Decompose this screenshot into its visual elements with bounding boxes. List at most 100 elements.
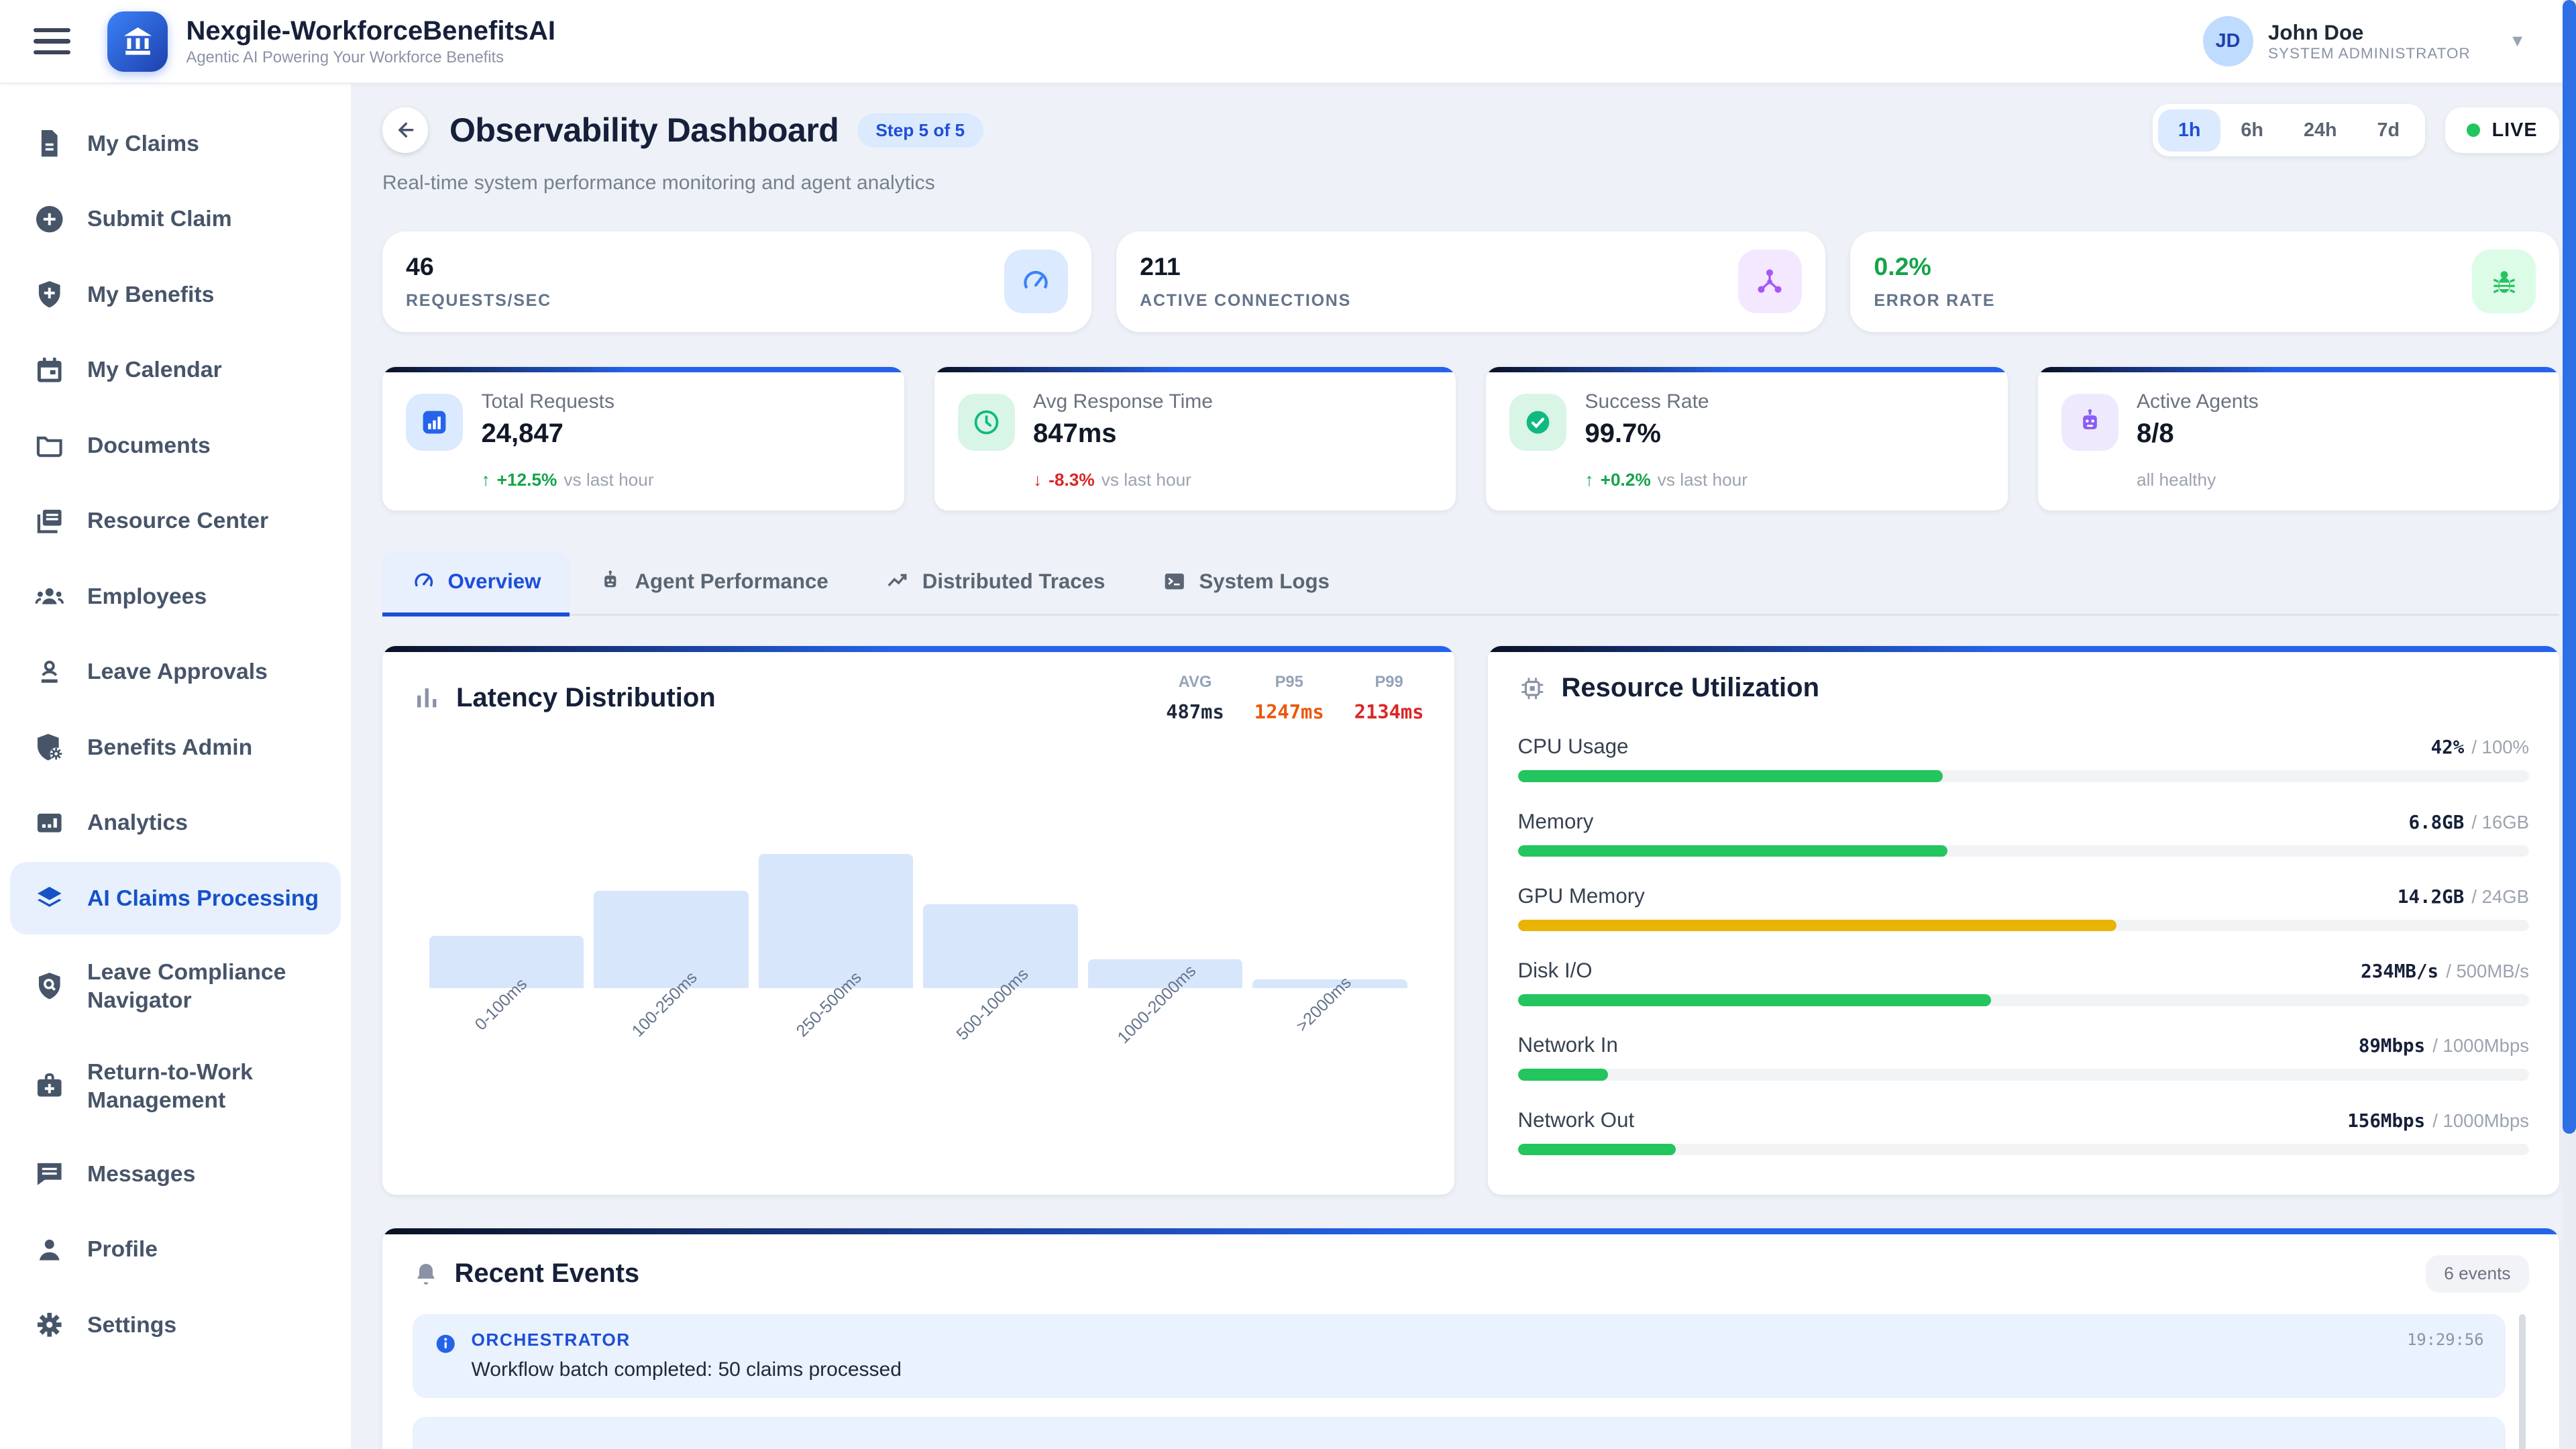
range-1h[interactable]: 1h: [2157, 109, 2221, 152]
down-arrow-icon: ↓: [1033, 469, 1042, 490]
events-title: Recent Events: [454, 1258, 640, 1289]
sidebar-item-benefits-admin[interactable]: Benefits Admin: [10, 711, 341, 784]
sidebar-item-documents[interactable]: Documents: [10, 409, 341, 482]
resource-row-network-in: Network In 89Mbps / 1000Mbps: [1517, 1028, 2529, 1081]
progress-bar: [1517, 1143, 1676, 1155]
event-timestamp: 19:29:56: [2407, 1330, 2484, 1350]
event-message: Workflow batch completed: 50 claims proc…: [471, 1358, 902, 1381]
progress-bar: [1517, 1069, 1608, 1081]
live-indicator: LIVE: [2445, 107, 2559, 153]
event-item-partial: [413, 1416, 2506, 1449]
sidebar-item-return-to-work-management[interactable]: Return-to-Work Management: [10, 1038, 341, 1134]
recent-events-card: Recent Events 6 events ORCHESTRATOR 19:2…: [382, 1228, 2559, 1449]
latency-chart-title: Latency Distribution: [456, 683, 716, 712]
resource-row-disk-io: Disk I/O 234MB/s / 500MB/s: [1517, 954, 2529, 1006]
back-button[interactable]: [382, 107, 428, 153]
chevron-down-icon[interactable]: ▼: [2509, 32, 2526, 50]
gauge-icon: [1004, 250, 1068, 313]
progress-bar: [1517, 994, 1991, 1006]
folder-icon: [36, 436, 62, 458]
page-title: Observability Dashboard: [449, 111, 839, 149]
progress-bar: [1517, 770, 1943, 782]
tab-agent-performance[interactable]: Agent Performance: [570, 551, 857, 617]
resource-row-memory: Memory 6.8GB / 16GB: [1517, 805, 2529, 857]
sidebar-item-ai-claims-processing[interactable]: AI Claims Processing: [10, 862, 341, 934]
sidebar-item-my-claims[interactable]: My Claims: [10, 107, 341, 180]
tab-system-logs[interactable]: System Logs: [1134, 551, 1358, 617]
calendar-icon: [37, 357, 62, 382]
sidebar-item-settings[interactable]: Settings: [10, 1289, 341, 1361]
range-24h[interactable]: 24h: [2303, 119, 2337, 141]
analytics-icon: [37, 813, 62, 833]
sidebar-item-profile[interactable]: Profile: [10, 1214, 341, 1286]
resource-row-network-out: Network Out 156Mbps / 1000Mbps: [1517, 1104, 2529, 1155]
user-menu[interactable]: JD John Doe SYSTEM ADMINISTRATOR ▼: [2202, 16, 2542, 66]
robot-icon: [604, 570, 616, 588]
robot-icon: [2061, 394, 2118, 451]
brand-block: Nexgile-WorkforceBenefitsAI Agentic AI P…: [186, 15, 556, 67]
trend-icon: [888, 574, 907, 587]
metric-total-requests: Total Requests 24,847 ↑ +12.5% vs last hou…: [382, 367, 904, 511]
approval-icon: [41, 660, 58, 683]
cpu-icon: [1521, 677, 1543, 699]
bank-icon: [123, 27, 152, 55]
sidebar-item-analytics[interactable]: Analytics: [10, 787, 341, 859]
metric-cards-row: Total Requests 24,847 ↑ +12.5% vs last hou…: [382, 367, 2559, 511]
sidebar-item-employees[interactable]: Employees: [10, 560, 341, 633]
dashboard-tabs: Overview Agent Performance Distributed T…: [382, 550, 2559, 617]
latency-bar: [1087, 959, 1243, 988]
sidebar-item-submit-claim[interactable]: Submit Claim: [10, 183, 341, 256]
resource-rows: CPU Usage 42% / 100% Memory 6.8GB / 16GB G…: [1517, 730, 2529, 1155]
people-icon: [35, 588, 64, 604]
events-scrollbar[interactable]: [2519, 1314, 2526, 1449]
shield-search-icon: [38, 972, 60, 1000]
sidebar-item-my-calendar[interactable]: My Calendar: [10, 334, 341, 407]
event-item: ORCHESTRATOR 19:29:56 Workflow batch com…: [413, 1314, 2506, 1399]
terminal-icon: [1165, 574, 1185, 590]
event-source: ORCHESTRATOR: [471, 1329, 631, 1350]
layers-icon: [37, 886, 62, 907]
up-arrow-icon: ↑: [481, 469, 490, 490]
events-count-badge: 6 events: [2425, 1254, 2529, 1293]
kpi-row: 46 REQUESTS/SEC 211 ACTIVE CONNECTIONS: [382, 231, 2560, 332]
latency-distribution-card: Latency Distribution AVG 487ms P95 1247ms …: [382, 646, 1454, 1195]
plus-circle-icon: [36, 205, 63, 233]
main-content: Observability Dashboard Step 5 of 5 1h 6…: [352, 84, 2576, 1449]
arrow-left-icon: [398, 122, 414, 138]
latency-bar: [758, 853, 914, 988]
sidebar-item-leave-compliance-navigator[interactable]: Leave Compliance Navigator: [10, 938, 341, 1034]
tab-overview[interactable]: Overview: [382, 550, 570, 616]
tab-distributed-traces[interactable]: Distributed Traces: [857, 551, 1134, 617]
brand-title: Nexgile-WorkforceBenefitsAI: [186, 16, 556, 46]
bar-chart-icon: [406, 394, 463, 451]
range-7d[interactable]: 7d: [2377, 119, 2400, 141]
page-subtitle: Real-time system performance monitoring …: [382, 171, 935, 194]
shield-plus-icon: [38, 280, 60, 308]
metric-avg-response-time: Avg Response Time 847ms ↓ -8.3% vs last ho…: [934, 367, 1456, 511]
medical-bag-icon: [37, 1073, 62, 1097]
brand-tagline: Agentic AI Powering Your Workforce Benef…: [186, 48, 504, 66]
latency-bar: [1252, 979, 1407, 988]
avatar[interactable]: JD: [2202, 16, 2253, 66]
latency-bar: [594, 890, 749, 988]
user-name: John Doe: [2268, 20, 2364, 44]
sidebar-item-resource-center[interactable]: Resource Center: [10, 485, 341, 557]
up-arrow-icon: ↑: [1585, 469, 1594, 490]
metric-active-agents: Active Agents 8/8 all healthy: [2037, 367, 2559, 511]
sidebar-item-leave-approvals[interactable]: Leave Approvals: [10, 636, 341, 708]
latency-bar: [923, 904, 1078, 988]
bell-icon: [417, 1263, 435, 1285]
kpi-requests-per-sec: 46 REQUESTS/SEC: [382, 231, 1091, 332]
range-6h[interactable]: 6h: [2241, 119, 2263, 141]
sidebar-item-messages[interactable]: Messages: [10, 1138, 341, 1210]
check-circle-icon: [1509, 394, 1566, 451]
sidebar-item-my-benefits[interactable]: My Benefits: [10, 258, 341, 331]
latency-bar: [429, 936, 584, 988]
library-icon: [37, 509, 62, 533]
clock-icon: [957, 394, 1015, 451]
bar-chart-icon: [417, 688, 437, 708]
menu-icon[interactable]: [34, 23, 70, 60]
resource-title: Resource Utilization: [1561, 673, 1820, 703]
hub-icon: [1737, 250, 1802, 313]
page-scrollbar-thumb[interactable]: [2563, 0, 2576, 1134]
